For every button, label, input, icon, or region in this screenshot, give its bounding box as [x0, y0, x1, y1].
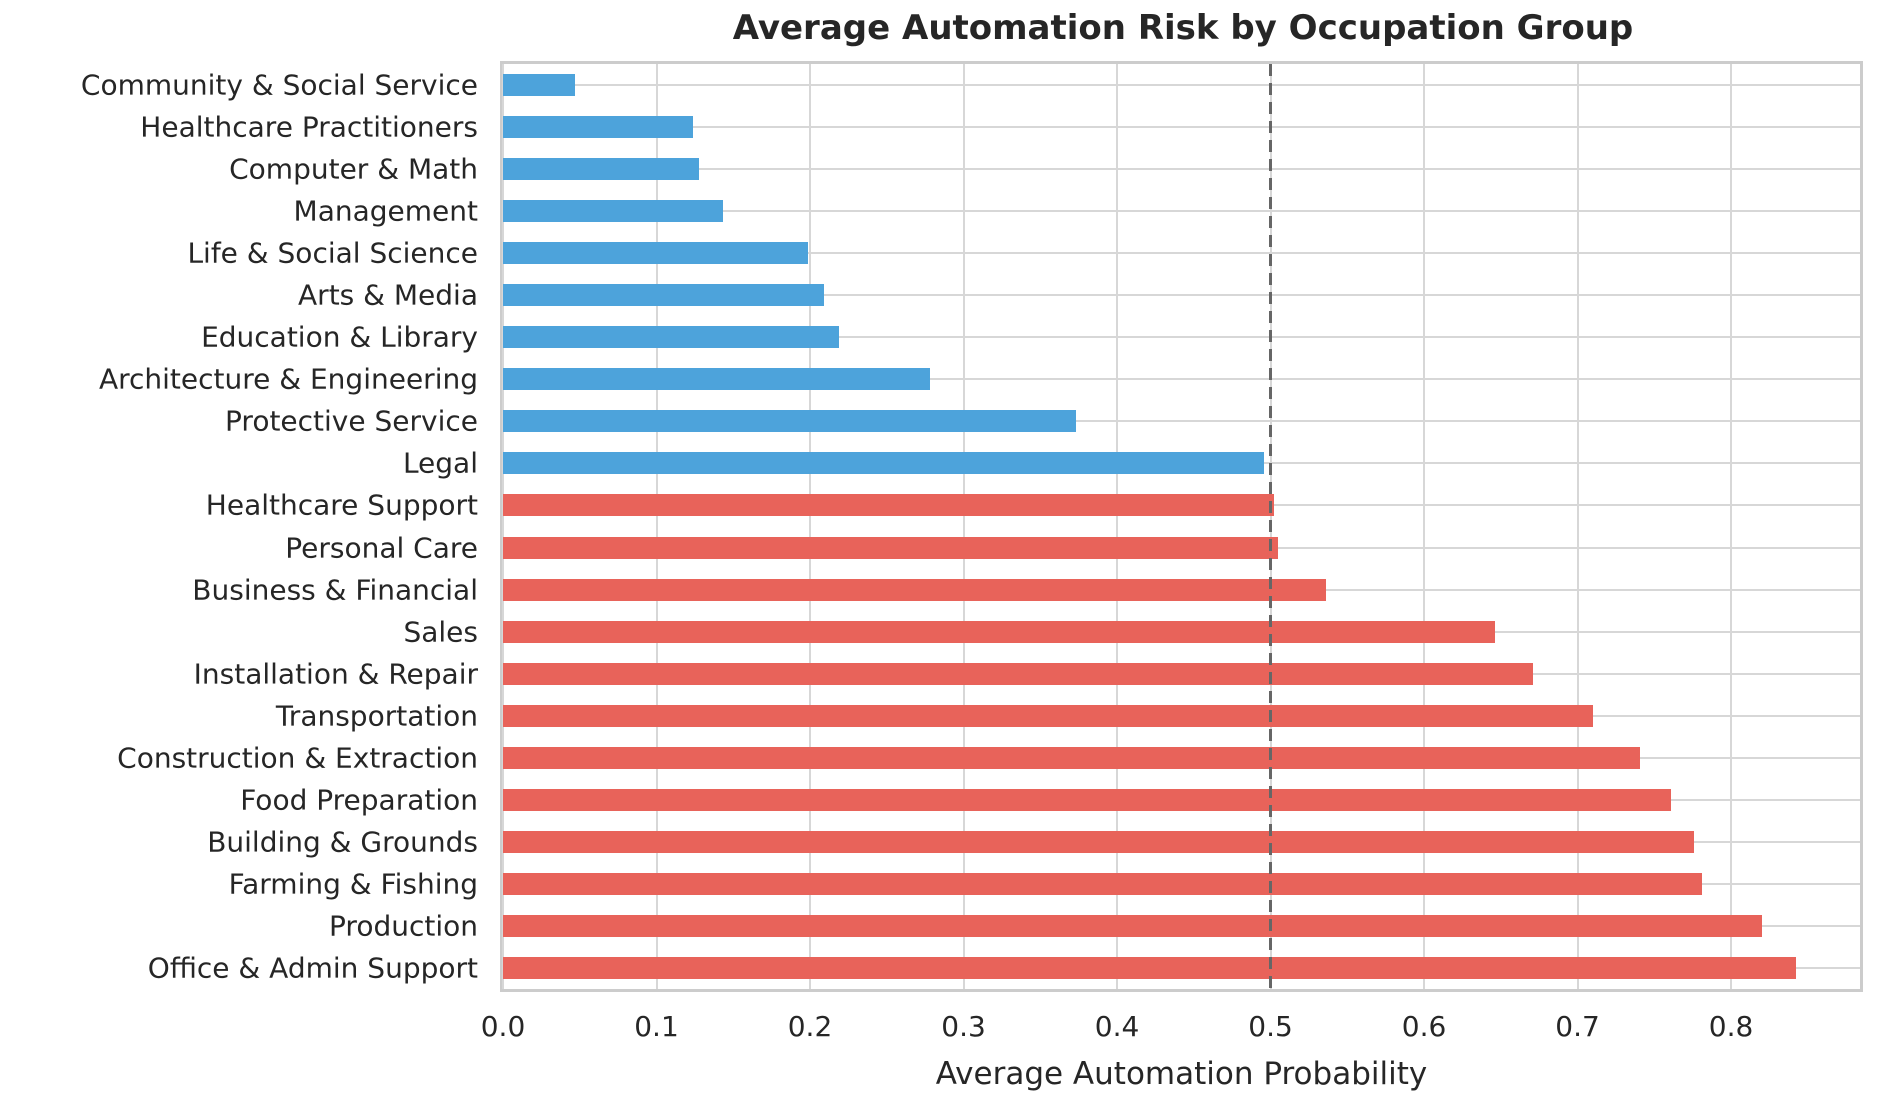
- y-tick-label-healthcare-support: Healthcare Support: [205, 488, 478, 522]
- x-tick-label-0.5: 0.5: [1248, 1010, 1293, 1043]
- x-tick-label-0.6: 0.6: [1401, 1010, 1447, 1043]
- x-tick-label-0.2: 0.2: [787, 1010, 833, 1043]
- y-tick-label-community-social-service: Community & Social Service: [80, 68, 478, 102]
- bar-life-social-science: [503, 242, 809, 265]
- chart-title: Average Automation Risk by Occupation Gr…: [732, 8, 1634, 48]
- vertical-gridline-0.7: [1576, 64, 1579, 989]
- y-tick-label-protective-service: Protective Service: [225, 404, 478, 438]
- vertical-gridline-0.8: [1730, 64, 1733, 989]
- y-tick-label-production: Production: [329, 909, 478, 943]
- bar-farming-fishing: [503, 872, 1702, 895]
- threshold-line-0.5: [1269, 64, 1273, 989]
- bar-construction-extraction: [503, 746, 1641, 769]
- x-tick-label-0.8: 0.8: [1708, 1010, 1754, 1043]
- bar-business-financial: [503, 578, 1326, 601]
- horizontal-gridline: [503, 168, 1860, 171]
- horizontal-gridline: [503, 210, 1860, 213]
- horizontal-gridline: [503, 336, 1860, 339]
- vertical-gridline-0.4: [1116, 64, 1119, 989]
- y-tick-label-farming-fishing: Farming & Fishing: [228, 867, 478, 901]
- vertical-gridline-0.0: [502, 64, 504, 989]
- y-tick-label-installation-repair: Installation & Repair: [193, 657, 478, 691]
- bar-legal: [503, 452, 1265, 475]
- y-tick-label-life-social-science: Life & Social Science: [187, 236, 478, 270]
- bar-installation-repair: [503, 662, 1534, 685]
- plot-area: [500, 61, 1863, 992]
- horizontal-gridline: [503, 378, 1860, 381]
- bar-community-social-service: [503, 74, 576, 97]
- y-tick-label-personal-care: Personal Care: [285, 531, 478, 565]
- bar-arts-media: [503, 284, 824, 307]
- bar-healthcare-practitioners: [503, 116, 694, 139]
- x-tick-label-0.7: 0.7: [1555, 1010, 1600, 1043]
- vertical-gridline-0.2: [809, 64, 811, 989]
- y-tick-label-healthcare-practitioners: Healthcare Practitioners: [140, 110, 478, 144]
- y-tick-label-food-preparation: Food Preparation: [240, 783, 478, 817]
- horizontal-gridline: [503, 420, 1860, 423]
- bar-management: [503, 200, 723, 223]
- horizontal-gridline: [503, 252, 1860, 255]
- bar-healthcare-support: [503, 494, 1274, 517]
- y-tick-label-sales: Sales: [403, 615, 478, 649]
- y-tick-label-business-financial: Business & Financial: [192, 573, 478, 607]
- bar-transportation: [503, 704, 1593, 727]
- y-tick-label-transportation: Transportation: [275, 699, 478, 733]
- x-tick-label-0.1: 0.1: [634, 1010, 679, 1043]
- vertical-gridline-0.3: [962, 64, 965, 989]
- bar-personal-care: [503, 536, 1279, 559]
- bar-architecture-engineering: [503, 368, 930, 391]
- horizontal-gridline: [503, 84, 1860, 87]
- bar-sales: [503, 620, 1495, 643]
- y-tick-label-legal: Legal: [402, 446, 478, 480]
- y-tick-label-construction-extraction: Construction & Extraction: [117, 741, 478, 775]
- y-tick-label-office-admin-support: Office & Admin Support: [147, 951, 478, 985]
- bar-education-library: [503, 326, 840, 349]
- x-tick-label-0.4: 0.4: [1094, 1010, 1140, 1043]
- y-tick-label-architecture-engineering: Architecture & Engineering: [98, 362, 478, 396]
- bar-production: [503, 914, 1762, 937]
- horizontal-gridline: [503, 294, 1860, 297]
- x-tick-label-0.0: 0.0: [480, 1010, 526, 1043]
- vertical-gridline-0.1: [655, 64, 658, 989]
- x-axis-label: Average Automation Probability: [935, 1056, 1428, 1092]
- y-tick-label-building-grounds: Building & Grounds: [207, 825, 478, 859]
- y-tick-label-computer-math: Computer & Math: [229, 152, 478, 186]
- bar-computer-math: [503, 158, 700, 181]
- bar-food-preparation: [503, 788, 1672, 811]
- y-tick-label-arts-media: Arts & Media: [298, 278, 478, 312]
- y-tick-label-education-library: Education & Library: [201, 320, 478, 354]
- x-axis-tick-labels: 0.0 0.1 0.2 0.3 0.4 0.5 0.6 0.7 0.8: [481, 1010, 1863, 1050]
- x-tick-label-0.3: 0.3: [941, 1010, 986, 1043]
- horizontal-gridline: [503, 126, 1860, 129]
- bar-building-grounds: [503, 830, 1695, 853]
- bar-protective-service: [503, 410, 1076, 433]
- y-axis-tick-labels: Community & Social Service Healthcare Pra…: [0, 61, 478, 992]
- y-tick-label-management: Management: [293, 194, 478, 228]
- vertical-gridline-0.6: [1423, 64, 1426, 989]
- bar-office-admin-support: [503, 956, 1796, 979]
